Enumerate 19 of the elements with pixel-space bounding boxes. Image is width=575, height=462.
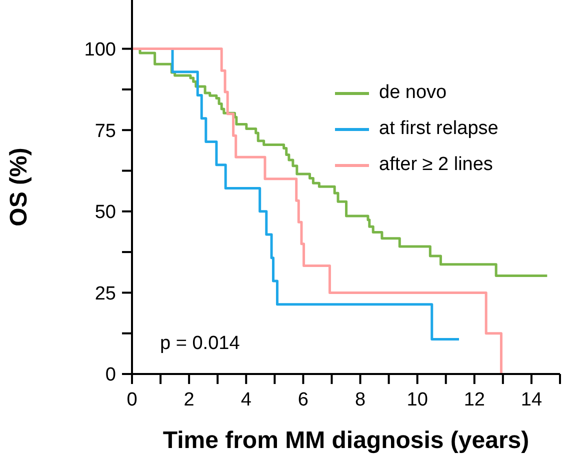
y-tick-label: 25 xyxy=(94,283,116,304)
x-tick-label: 14 xyxy=(520,389,542,410)
legend-label: at first relapse xyxy=(379,118,498,140)
y-tick-label: 50 xyxy=(94,202,116,224)
x-tick-label: 10 xyxy=(406,389,428,410)
x-axis-title: Time from MM diagnosis (years) xyxy=(162,427,530,454)
annotation: p = 0.014 xyxy=(160,333,240,355)
y-tick-label: 0 xyxy=(105,364,116,386)
legend-label: after ≥ 2 lines xyxy=(379,154,493,176)
y-axis-title: OS (%) xyxy=(6,148,33,226)
x-tick-label: 6 xyxy=(298,389,308,410)
x-tick-label: 0 xyxy=(126,389,138,410)
x-tick-label: 8 xyxy=(354,389,366,410)
x-tick-label: 12 xyxy=(464,389,485,410)
y-tick-label: 75 xyxy=(94,120,116,142)
legend-label: de novo xyxy=(379,82,447,104)
x-tick-label: 2 xyxy=(184,389,194,410)
y-tick-label: 100 xyxy=(84,40,116,61)
x-tick-label: 4 xyxy=(240,389,252,410)
